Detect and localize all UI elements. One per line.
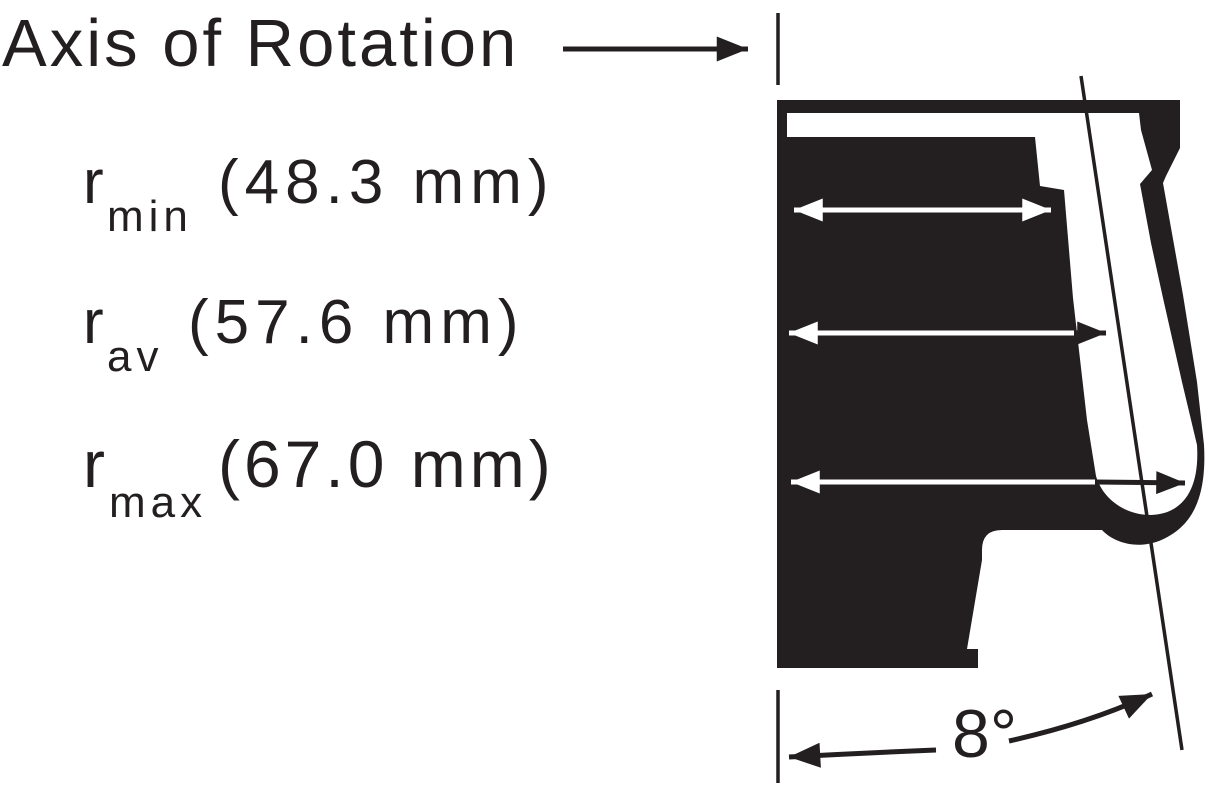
angle-arc-left-arrow <box>788 742 937 768</box>
r-min-value: (48.3 mm) <box>218 148 554 217</box>
r-min-label: r min (48.3 mm) <box>83 148 554 241</box>
r-min-symbol: r <box>83 148 104 217</box>
r-max-value: (67.0 mm) <box>218 427 555 501</box>
r-max-symbol: r <box>83 427 105 501</box>
r-av-label: r av (57.6 mm) <box>83 288 524 381</box>
rotor-body-silhouette <box>777 100 1205 668</box>
r-av-subscript: av <box>107 332 163 381</box>
diagram-title: Axis of Rotation <box>2 6 519 81</box>
r-min-subscript: min <box>107 192 193 241</box>
tube-axis-line <box>1079 75 1184 751</box>
angle-label: 8° <box>952 696 1017 772</box>
r-max-label: r max (67.0 mm) <box>83 427 555 527</box>
r-av-value: (57.6 mm) <box>188 288 524 357</box>
angle-arc-right-arrow <box>1008 691 1154 744</box>
r-max-subscript: max <box>109 478 207 527</box>
r-max-dimension-arrow-black-tip <box>1094 471 1186 495</box>
r-av-symbol: r <box>83 288 104 357</box>
